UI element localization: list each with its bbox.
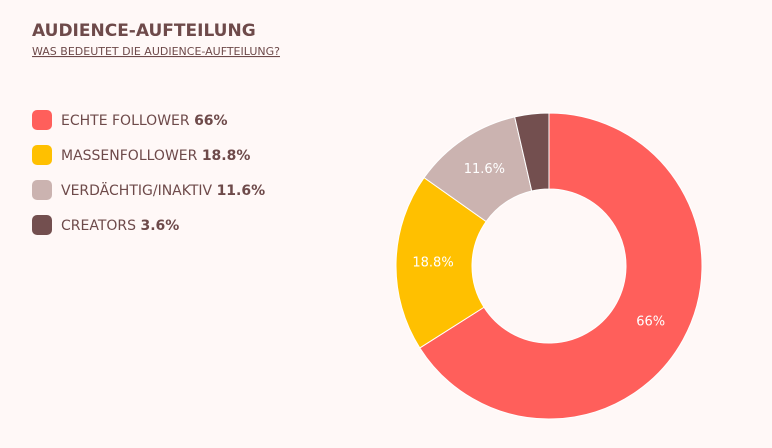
slice-label: 66% xyxy=(636,314,665,329)
donut-slice xyxy=(514,112,550,192)
legend-value: 66% xyxy=(194,113,228,129)
legend-value: 18.8% xyxy=(202,148,251,164)
donut-slice xyxy=(395,176,487,349)
slice-label: 18.8% xyxy=(412,256,453,271)
chart-subtitle[interactable]: WAS BEDEUTET DIE AUDIENCE-AUFTEILUNG? xyxy=(32,45,280,58)
legend-swatch xyxy=(32,110,52,130)
legend-swatch xyxy=(32,215,52,235)
legend-label: VERDÄCHTIG/INAKTIV 11.6% xyxy=(61,181,265,199)
legend-name: MASSENFOLLOWER xyxy=(61,148,198,164)
legend-label: ECHTE FOLLOWER 66% xyxy=(61,113,228,129)
legend-label: CREATORS 3.6% xyxy=(61,218,179,234)
legend-name: ECHTE FOLLOWER xyxy=(61,113,190,129)
legend-label: MASSENFOLLOWER 18.8% xyxy=(61,148,250,164)
legend-swatch xyxy=(32,145,52,165)
chart-title: AUDIENCE-AUFTEILUNG xyxy=(32,21,256,41)
legend-name: CREATORS xyxy=(61,218,136,234)
legend-swatch xyxy=(32,180,52,200)
legend-value: 3.6% xyxy=(140,218,179,234)
slice-label: 11.6% xyxy=(464,162,505,177)
legend-name: VERDÄCHTIG/INAKTIV xyxy=(61,181,213,199)
donut-slice xyxy=(419,112,703,420)
legend-value: 11.6% xyxy=(217,183,266,199)
